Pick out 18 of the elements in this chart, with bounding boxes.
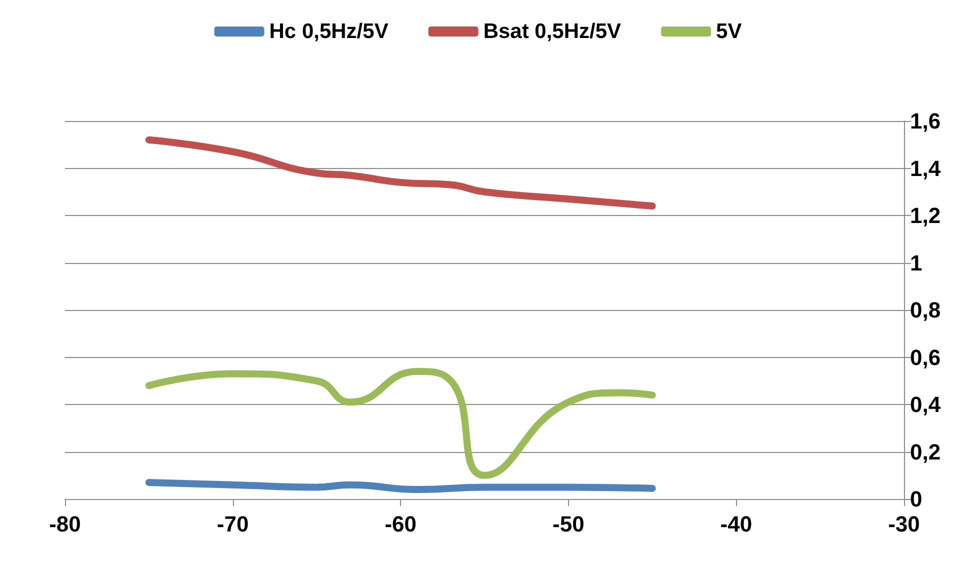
legend-label: Hc 0,5Hz/5V	[269, 20, 388, 43]
y-tick-label: 0,6	[910, 344, 941, 370]
y-tick-label: 1	[910, 250, 922, 276]
x-tick-label: -70	[216, 512, 249, 536]
x-tick-label: -30	[888, 512, 920, 536]
x-tick-label: -80	[49, 512, 81, 536]
legend-label: Bsat 0,5Hz/5V	[483, 20, 622, 43]
x-tick-label: -40	[720, 512, 752, 536]
y-tick-label: 0,8	[910, 298, 941, 322]
x-tick-label: -50	[552, 512, 584, 536]
legend-label: 5V	[716, 20, 742, 43]
y-tick-label: 0,4	[910, 392, 942, 417]
y-tick-label: 0,2	[910, 439, 941, 464]
y-tick-label: 1,2	[910, 203, 941, 228]
y-tick-label: 1,4	[910, 156, 942, 181]
y-tick-label: 1,6	[910, 108, 941, 134]
x-tick-label: -60	[384, 512, 416, 536]
y-tick-label: 0	[910, 486, 922, 512]
